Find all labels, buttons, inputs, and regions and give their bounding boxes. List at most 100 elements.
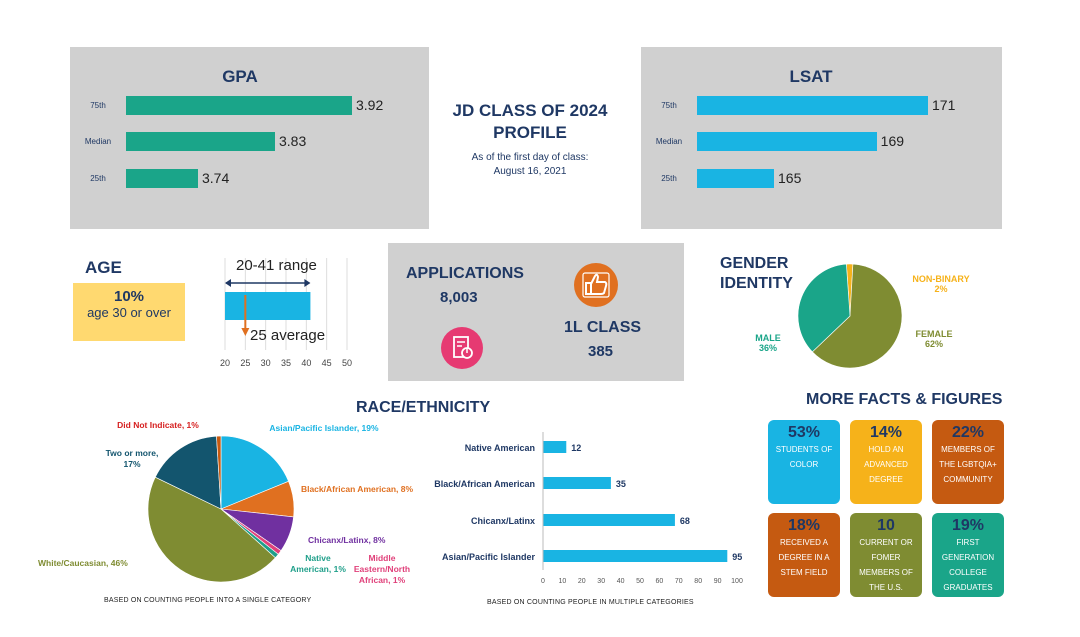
race-label-white: White/Caucasian, 46% (38, 558, 128, 568)
fact-text: MEMBERS OF THE LGBTQIA+ COMMUNITY (939, 445, 997, 484)
age-title: AGE (85, 258, 122, 277)
report-icon (441, 327, 483, 369)
lsat-value-label: 171 (932, 97, 956, 113)
race-bar-value-label: 68 (680, 516, 690, 526)
race-bar-category-label: Black/African American (434, 479, 535, 489)
subtitle-line2: August 16, 2021 (493, 166, 567, 177)
fact-value: 18% (787, 517, 821, 534)
race-bar-x-tick-label: 60 (656, 578, 664, 585)
arrow-right-icon (304, 279, 311, 287)
gender-pie-slice (797, 263, 851, 353)
age-x-tick-label: 35 (281, 358, 291, 368)
lsat-panel: LSAT 75th 171 Median 169 25th 165 (641, 47, 1002, 229)
age-x-tick-label: 50 (342, 358, 352, 368)
gpa-value-label: 3.83 (279, 133, 307, 149)
race-label-chicanx: Chicanx/Latinx, 8% (308, 535, 386, 545)
race-bar-x-tick-label: 90 (714, 578, 722, 585)
page-title-line1: JD CLASS OF 2024 (452, 101, 608, 120)
page-title-line2: PROFILE (493, 123, 567, 142)
race-bar-x-tick-label: 30 (597, 578, 605, 585)
race-bar-category-label: Chicanx/Latinx (471, 516, 535, 526)
gpa-category-label: Median (84, 137, 112, 146)
lsat-value-label: 169 (880, 133, 905, 149)
race-bar-x-tick-label: 20 (578, 578, 586, 585)
fact-card: 10 CURRENT OR FOMER MEMBERS OF THE U.S. M… (850, 513, 922, 607)
lsat-category-label: 75th (661, 101, 677, 110)
lsat-bar (697, 169, 774, 188)
fact-card: 22% MEMBERS OF THE LGBTQIA+ COMMUNITY (932, 420, 1004, 504)
gpa-bar (126, 96, 352, 115)
race-label-did-not-indicate: Did Not Indicate, 1% (117, 420, 199, 430)
fact-card: 18% RECEIVED A DEGREE IN A STEM FIELD (768, 513, 840, 597)
fact-text: RECEIVED A DEGREE IN A STEM FIELD (778, 538, 830, 577)
gender-title: GENDER IDENTITY (720, 254, 793, 294)
gender-title-line1: GENDER (720, 255, 789, 272)
gpa-bar (126, 169, 198, 188)
gender-pie-slice (811, 263, 903, 369)
gender-pie-chart (797, 263, 903, 369)
age-stat-box: 10% age 30 or over (73, 283, 185, 341)
lsat-category-label: 25th (661, 174, 677, 183)
thumbs-up-icon (574, 263, 618, 307)
fact-value: 53% (787, 424, 821, 441)
applications-value: 8,003 (440, 289, 478, 306)
race-label-two-or-more: Two or more, 17% (105, 448, 159, 469)
lsat-category-label: Median (655, 137, 683, 146)
class-title: 1L CLASS (564, 319, 642, 336)
fact-text: HOLD AN ADVANCED DEGREE (864, 445, 908, 484)
race-bar-category-label: Asian/Pacific Islander (442, 552, 536, 562)
age-x-tick-label: 30 (261, 358, 271, 368)
gpa-category-label: 25th (90, 174, 106, 183)
gpa-value-label: 3.74 (202, 170, 230, 186)
age-x-tick-label: 40 (301, 358, 311, 368)
lsat-value-label: 165 (778, 170, 802, 186)
race-bar-x-tick-label: 100 (731, 578, 743, 585)
page-title: JD CLASS OF 2024 PROFILE (430, 100, 630, 144)
age-desc: age 30 or over (87, 305, 171, 320)
fact-card: 53% STUDENTS OF COLOR (768, 420, 840, 504)
race-label-asian: Asian/Pacific Islander, 19% (269, 423, 379, 433)
fact-text: FIRST GENERATION COLLEGE GRADUATES (941, 538, 995, 592)
race-bar (543, 514, 675, 526)
applications-panel: APPLICATIONS 8,003 1L CLASS 385 (388, 243, 684, 381)
race-bar-value-label: 35 (616, 479, 626, 489)
age-range-chart: 20 25 30 35 40 45 50 (220, 258, 352, 368)
race-bar-x-tick-label: 40 (617, 578, 625, 585)
fact-value: 22% (951, 424, 985, 441)
gender-label-female: FEMALE 62% (915, 329, 953, 349)
fact-card: 19% FIRST GENERATION COLLEGE GRADUATES (932, 513, 1004, 597)
race-label-black: Black/African American, 8% (300, 484, 414, 494)
race-title: RACE/ETHNICITY (356, 399, 491, 416)
age-x-tick-label: 45 (322, 358, 332, 368)
age-x-tick-label: 20 (220, 358, 230, 368)
race-pie-slice (147, 476, 276, 583)
facts-title: MORE FACTS & FIGURES (806, 391, 1003, 408)
race-label-native: Native American, 1% (290, 553, 346, 574)
race-bar-value-label: 95 (732, 552, 742, 562)
gpa-value-label: 3.92 (356, 97, 384, 113)
gender-title-line2: IDENTITY (720, 275, 793, 292)
fact-value: 10 (877, 517, 895, 534)
fact-text: STUDENTS OF COLOR (775, 445, 833, 469)
race-bar-x-tick-label: 70 (675, 578, 683, 585)
subtitle-line1: As of the first day of class: (471, 152, 589, 163)
gpa-bar (126, 132, 275, 151)
fact-value: 14% (869, 424, 903, 441)
footnote-single: BASED ON COUNTING PEOPLE INTO A SINGLE C… (104, 597, 312, 604)
race-pie-chart (147, 435, 295, 583)
race-pie-slice (216, 435, 222, 510)
race-pie-slice (220, 435, 289, 510)
race-bar (543, 441, 567, 453)
race-bar-chart: Native American 12 Black/African American 3… (434, 432, 743, 585)
page-subtitle: As of the first day of class: August 16,… (430, 151, 630, 179)
lsat-bar (697, 132, 877, 151)
age-x-tick-label: 25 (240, 358, 250, 368)
gpa-title: GPA (222, 67, 258, 86)
arrow-left-icon (225, 279, 231, 287)
race-bar-category-label: Native American (465, 443, 535, 453)
age-range-label: 20-41 range (236, 257, 317, 274)
race-bar-x-tick-label: 10 (559, 578, 567, 585)
race-label-mena: Middle Eastern/North African, 1% (353, 553, 411, 585)
age-range-bar (225, 292, 311, 320)
race-bar-x-tick-label: 80 (694, 578, 702, 585)
